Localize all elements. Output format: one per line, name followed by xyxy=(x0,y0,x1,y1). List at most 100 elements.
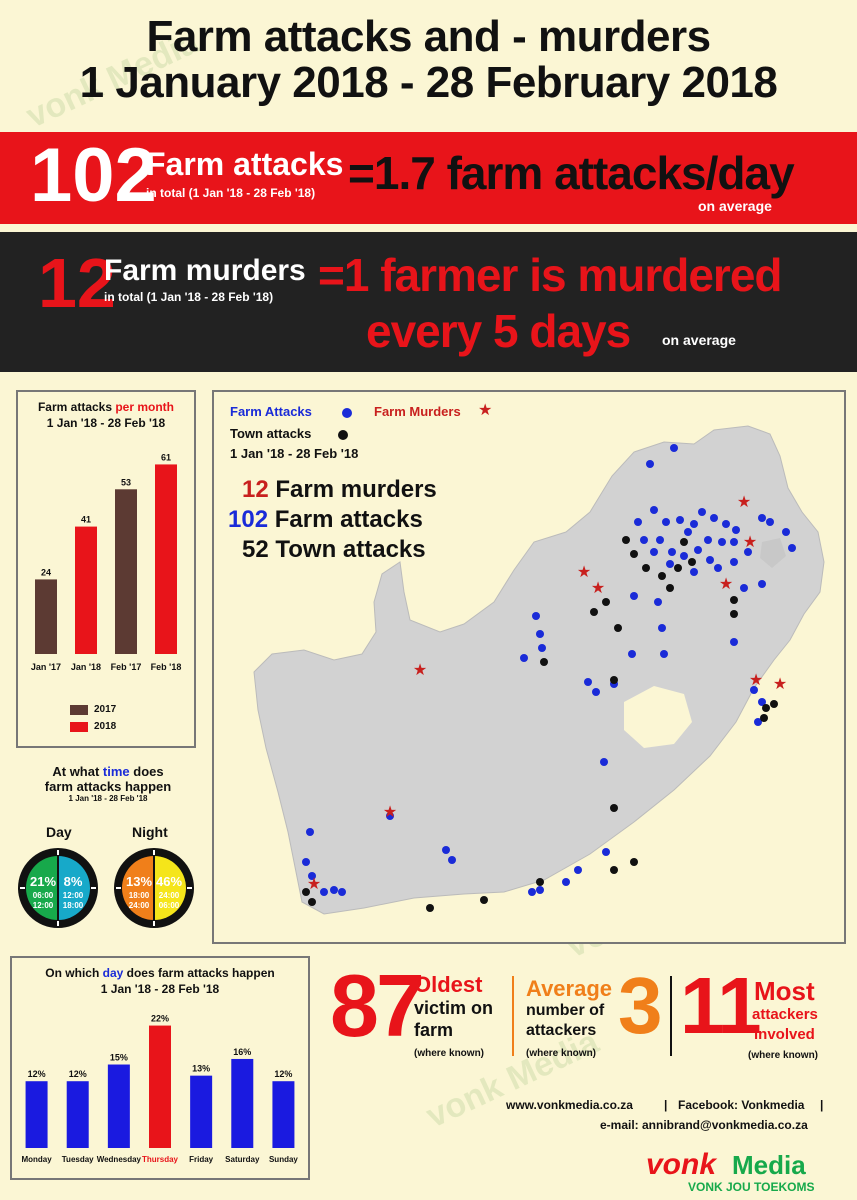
attacks-label: Farm attacks xyxy=(146,146,344,182)
monthly-chart-subtitle: 1 Jan '18 - 28 Feb '18 xyxy=(46,416,166,430)
farm-attack-dot xyxy=(782,528,790,536)
legend-farm-attack-dot xyxy=(342,408,352,418)
oldest-victim-number: 87 xyxy=(330,956,425,1055)
town-attack-dot xyxy=(614,624,622,632)
weekday-value-label: 13% xyxy=(192,1064,210,1074)
murders-total-number: 12 xyxy=(38,244,116,322)
monthly-tick-label: Feb '17 xyxy=(111,662,142,672)
farm-murder-star-icon: ★ xyxy=(383,804,397,821)
weekday-bar xyxy=(231,1058,254,1148)
day-pct-label: 8% xyxy=(64,874,83,889)
avg-l3: attackers xyxy=(526,1022,597,1039)
monthly-bar xyxy=(35,579,57,654)
legend-item-2017: 2017 xyxy=(70,704,116,715)
farm-attack-dot xyxy=(448,856,456,864)
farm-attack-dot xyxy=(766,518,774,526)
farm-attack-dot xyxy=(660,650,668,658)
map-stat-attacks-num: 102 xyxy=(228,506,269,533)
night-pct-label: 46% xyxy=(156,874,182,889)
attacks-rate: =1.7 farm attacks/day xyxy=(348,147,795,199)
farm-attack-dot xyxy=(584,678,592,686)
footer-facebook[interactable]: Facebook: Vonkmedia xyxy=(678,1098,805,1112)
town-attack-dot xyxy=(610,866,618,874)
map-stat-attacks: 102 Farm attacks xyxy=(228,506,423,534)
farm-attack-dot xyxy=(694,546,702,554)
legend-town-attack-dot xyxy=(338,430,348,440)
town-attack-dot xyxy=(602,598,610,606)
town-attack-dot xyxy=(536,878,544,886)
page-title: Farm attacks and - murders 1 January 201… xyxy=(0,13,857,106)
farm-attack-dot xyxy=(758,514,766,522)
weekday-bar-chart: 12% Monday 12% Tuesday 15% Wednesday 22% Thursd… xyxy=(21,1014,298,1164)
legend-town-attacks: Town attacks xyxy=(230,426,312,441)
farm-attack-dot xyxy=(690,568,698,576)
map-stat-murders-num: 12 xyxy=(242,476,269,503)
farm-attack-dot xyxy=(574,866,582,874)
oldest-l3: farm xyxy=(414,1020,454,1040)
farm-attack-dot xyxy=(308,872,316,880)
town-attack-dot xyxy=(426,904,434,912)
monthly-chart-panel: Farm attacks per month 1 Jan '18 - 28 Fe… xyxy=(16,390,196,748)
town-attack-dot xyxy=(688,558,696,566)
map-stat-town: 52 Town attacks xyxy=(242,536,426,564)
time-title-c: does xyxy=(129,764,164,779)
farm-attack-dot xyxy=(634,518,642,526)
farm-attack-dot xyxy=(656,536,664,544)
farm-attack-dot xyxy=(658,624,666,632)
legend-star-icon: ★ xyxy=(478,402,493,419)
farm-attack-dot xyxy=(520,654,528,662)
murders-label: Farm murders xyxy=(104,254,306,287)
footer-email[interactable]: e-mail: annibrand@vonkmedia.co.za xyxy=(600,1118,808,1132)
farm-murder-star-icon: ★ xyxy=(749,672,763,689)
oldest-title: Oldest xyxy=(414,972,483,997)
time-title-b: time xyxy=(102,764,130,779)
monthly-value-label: 61 xyxy=(161,452,171,462)
most-l2: attackers xyxy=(752,1006,818,1023)
lesotho-enclave xyxy=(624,686,692,748)
murders-band: 12 Farm murders in total (1 Jan '18 - 28… xyxy=(0,232,857,372)
night-to-label: 06:00 xyxy=(159,901,180,910)
town-attack-dot xyxy=(642,564,650,572)
farm-attack-dot xyxy=(562,878,570,886)
weekday-chart-panel: On which day does farm attacks happen 1 … xyxy=(10,956,310,1180)
town-attack-dot xyxy=(730,596,738,604)
farm-murder-star-icon: ★ xyxy=(307,876,321,893)
day-slice-right xyxy=(58,856,90,920)
town-attack-dot xyxy=(610,676,618,684)
day-from-label: 12:00 xyxy=(63,891,84,900)
farm-attack-dot xyxy=(654,598,662,606)
town-attack-dot xyxy=(302,888,310,896)
farm-murder-star-icon: ★ xyxy=(743,534,757,551)
town-attack-dot xyxy=(658,572,666,580)
town-attack-dot xyxy=(770,700,778,708)
farm-attack-dot xyxy=(386,812,394,820)
weekday-tick-label: Sunday xyxy=(269,1155,298,1164)
map-stat-murders-label: Farm murders xyxy=(268,476,437,503)
farm-murder-star-icon: ★ xyxy=(737,494,751,511)
weekday-chart-subtitle: 1 Jan '18 - 28 Feb '18 xyxy=(100,982,220,996)
legend-item-2018: 2018 xyxy=(70,721,116,732)
farm-attack-dot xyxy=(744,548,752,556)
weekday-value-label: 12% xyxy=(28,1069,46,1079)
farm-attack-dot xyxy=(758,698,766,706)
farm-attack-dot xyxy=(714,564,722,572)
monthly-bar-chart: 24 Jan '17 41 Jan '18 53 Feb '17 61 Feb '18 xyxy=(31,452,181,672)
weekday-bar xyxy=(190,1075,213,1148)
legend-label-2017: 2017 xyxy=(94,704,117,715)
monthly-value-label: 53 xyxy=(121,477,131,487)
day-to-label: 12:00 xyxy=(33,901,54,910)
night-pct-label: 13% xyxy=(126,874,152,889)
weekday-bar xyxy=(107,1064,130,1148)
avg-l2: number of xyxy=(526,1002,605,1019)
farm-attack-dot xyxy=(732,526,740,534)
farm-attack-dot xyxy=(668,548,676,556)
farm-attack-dot xyxy=(646,460,654,468)
avg-note: (where known) xyxy=(526,1048,597,1059)
farm-attack-dot xyxy=(750,686,758,694)
footer-website[interactable]: www.vonkmedia.co.za xyxy=(506,1098,633,1112)
farm-attack-dot xyxy=(338,888,346,896)
night-label: Night xyxy=(132,824,168,840)
farm-attack-dot xyxy=(730,558,738,566)
weekday-title-a: On which xyxy=(45,966,103,980)
town-attack-dot xyxy=(308,898,316,906)
